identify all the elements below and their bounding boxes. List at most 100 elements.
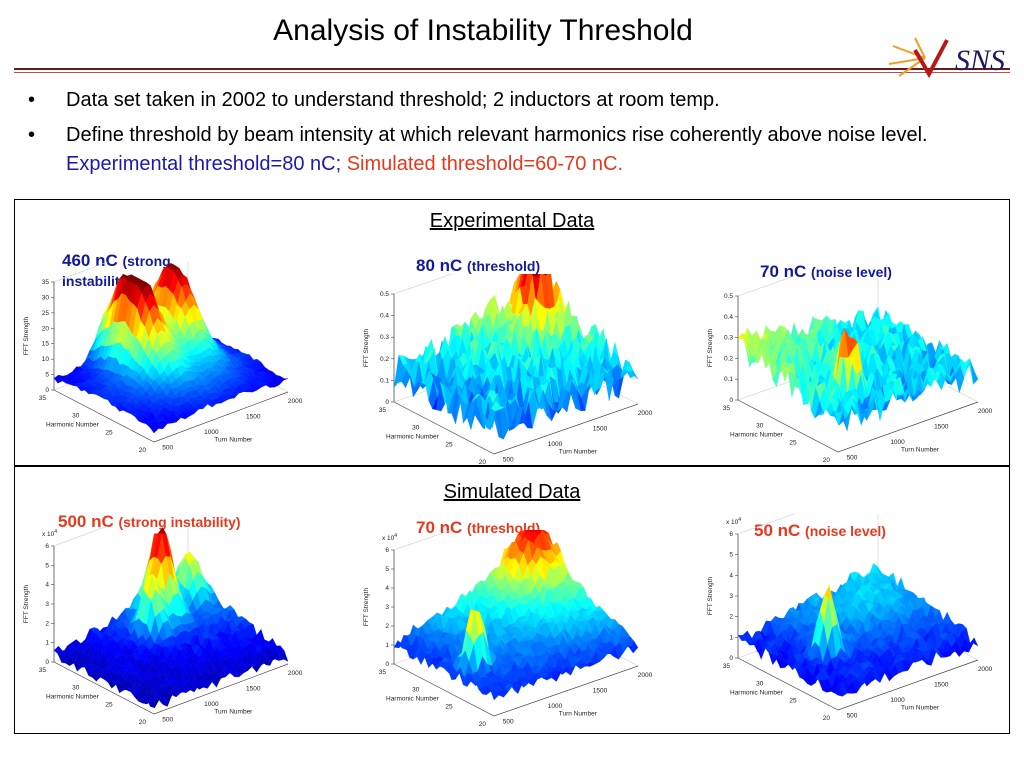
y-axis-title: Turn Number — [214, 437, 253, 444]
y-tick-label: 500 — [162, 717, 173, 724]
y-axis-title: Turn Number — [214, 709, 253, 716]
slide-title: Analysis of Instability Threshold — [273, 14, 693, 47]
x-tick-label: 35 — [379, 407, 387, 414]
y-tick-label: 500 — [503, 457, 514, 464]
x-axis-title: Harmonic Number — [730, 432, 784, 439]
x-tick-label: 20 — [479, 459, 487, 464]
z-tick-label: 3 — [729, 593, 733, 600]
y-tick-label: 1000 — [548, 441, 563, 448]
z-tick-label: 0.3 — [380, 334, 389, 341]
experimental-heading: Experimental Data — [429, 210, 595, 232]
base-axes — [737, 399, 979, 453]
base-axes — [393, 401, 639, 455]
bullet-item: • Data set taken in 2002 to understand t… — [28, 86, 1018, 115]
surface-facet — [489, 688, 500, 701]
z-axis-title: FFT Strength — [707, 329, 714, 368]
x-tick-label: 35 — [39, 667, 47, 674]
surface-facet — [834, 682, 843, 697]
y-tick-label: 1500 — [593, 687, 608, 694]
surface-facet — [149, 699, 159, 708]
y-tick-label: 1500 — [246, 685, 261, 692]
y-tick-label: 1500 — [934, 423, 949, 430]
z-tick-label: 3 — [45, 601, 49, 608]
y-tick-label: 1000 — [204, 701, 219, 708]
z-axis-title: FFT Strength — [707, 577, 714, 616]
z-tick-label: 0 — [45, 387, 49, 394]
y-tick-label: 1500 — [593, 425, 608, 432]
z-tick-label: 1 — [45, 640, 49, 647]
z-tick-label: 0.4 — [380, 313, 389, 320]
z-tick-label: 15 — [42, 341, 50, 348]
x-tick-label: 25 — [789, 698, 797, 705]
y-axis-title: Turn Number — [901, 705, 940, 712]
base-axes — [393, 663, 639, 717]
x-tick-label: 35 — [39, 395, 47, 402]
z-tick-label: 25 — [42, 310, 50, 317]
surface — [393, 530, 639, 701]
z-tick-label: 5 — [45, 562, 49, 569]
z-axis-title: FFT Strength — [363, 588, 370, 627]
x-tick-label: 30 — [756, 422, 764, 429]
z-tick-label: 5 — [45, 372, 49, 379]
z-axis-title: FFT Strength — [23, 317, 30, 356]
z-tick-label: 5 — [385, 566, 389, 573]
x-tick-label: 20 — [139, 447, 147, 452]
z-tick-label: 35 — [42, 279, 50, 286]
x-tick-label: 30 — [412, 424, 420, 431]
bullet-dot: • — [28, 124, 36, 146]
z-tick-label: 5 — [729, 552, 733, 559]
x-tick-label: 20 — [823, 457, 831, 462]
y-tick-label: 2000 — [978, 408, 993, 415]
sim-plot1-label: 500 nC (strong instability) — [58, 512, 241, 531]
x-tick-label: 20 — [139, 719, 147, 724]
y-tick-label: 2000 — [288, 670, 303, 677]
experimental-panel: Experimental Data — [14, 199, 1010, 466]
z-tick-label: 1 — [385, 642, 389, 649]
y-axis-title: Turn Number — [901, 447, 940, 454]
sim-plot3-label: 50 nC (noise level) — [754, 521, 886, 540]
x-tick-label: 30 — [756, 680, 764, 687]
z-tick-label: 0 — [729, 655, 733, 662]
y-tick-label: 1000 — [890, 439, 905, 446]
x-axis-title: Harmonic Number — [46, 422, 100, 429]
z-tick-label: 3 — [385, 604, 389, 611]
z-tick-label: 2 — [729, 614, 733, 621]
x-axis-title: Harmonic Number — [386, 696, 440, 703]
x-tick-label: 30 — [412, 686, 420, 693]
z-tick-label: 0 — [45, 659, 49, 666]
bullet-text-2: Define threshold by beam intensity at wh… — [66, 124, 928, 175]
z-tick-label: 0.1 — [724, 376, 733, 383]
bullet-item: • Define threshold by beam intensity at … — [28, 121, 1018, 179]
x-axis-title: Harmonic Number — [46, 694, 100, 701]
y-axis-title: Turn Number — [559, 711, 598, 718]
simulated-heading: Simulated Data — [443, 481, 581, 503]
base-axes — [53, 389, 289, 443]
surface — [53, 527, 289, 708]
z-tick-label: 0.1 — [380, 377, 389, 384]
y-tick-label: 500 — [503, 719, 514, 726]
z-tick-label: 0 — [385, 399, 389, 406]
z-tick-label: 0.5 — [724, 293, 733, 300]
base-axes — [737, 657, 979, 711]
z-tick-label: 4 — [385, 585, 389, 592]
y-axis-title: Turn Number — [559, 449, 598, 456]
y-tick-label: 1500 — [246, 413, 261, 420]
z-tick-label: 0.4 — [724, 314, 733, 321]
z-tick-label: 2 — [385, 623, 389, 630]
y-tick-label: 2000 — [288, 398, 303, 405]
z-axis-title: FFT Strength — [23, 585, 30, 624]
z-tick-label: 6 — [729, 531, 733, 538]
z-tick-label: 6 — [45, 543, 49, 550]
z-tick-label: 0.2 — [380, 356, 389, 363]
svg-text:SNS: SNS — [955, 44, 1005, 77]
title-rule-thin — [14, 72, 1010, 73]
y-tick-label: 2000 — [638, 410, 653, 417]
z-tick-label: 10 — [42, 356, 50, 363]
surface — [737, 306, 979, 432]
surface — [737, 563, 979, 697]
z-tick-label: 0 — [729, 397, 733, 404]
